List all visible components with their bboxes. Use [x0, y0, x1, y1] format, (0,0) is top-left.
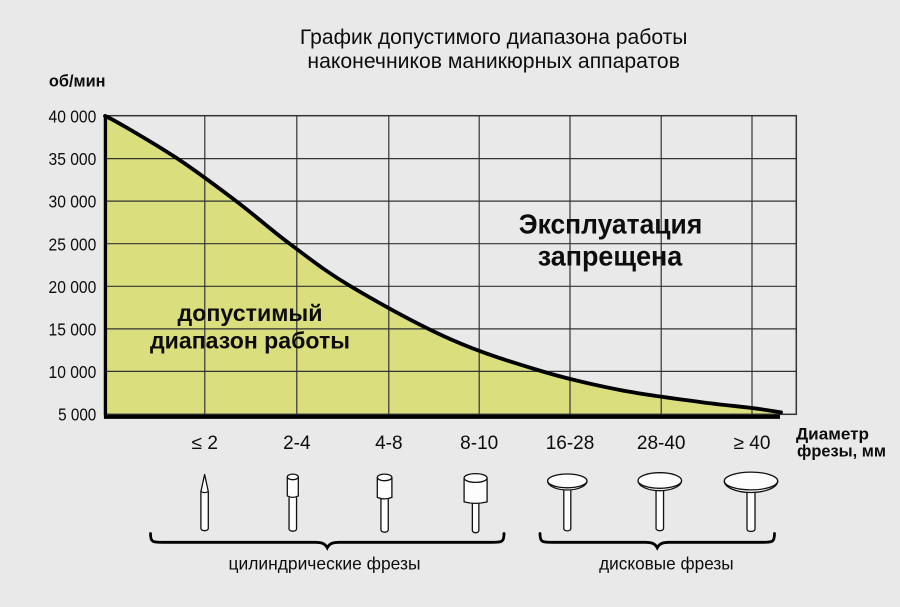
svg-text:8-10: 8-10 — [460, 433, 498, 454]
svg-text:5 000: 5 000 — [58, 405, 96, 425]
svg-text:10 000: 10 000 — [49, 362, 97, 382]
svg-text:дисковые фрезы: дисковые фрезы — [599, 554, 734, 574]
svg-text:допустимый: допустимый — [178, 300, 323, 326]
svg-text:35 000: 35 000 — [49, 149, 97, 169]
svg-text:4-8: 4-8 — [375, 433, 402, 454]
svg-text:16-28: 16-28 — [546, 433, 595, 454]
svg-text:25 000: 25 000 — [49, 234, 97, 254]
svg-text:15 000: 15 000 — [49, 319, 97, 339]
svg-text:диапазон работы: диапазон работы — [150, 328, 350, 354]
svg-text:цилиндрические фрезы: цилиндрические фрезы — [229, 554, 421, 574]
svg-text:Диаметр: Диаметр — [796, 425, 869, 444]
svg-text:Эксплуатация: Эксплуатация — [519, 209, 703, 240]
svg-text:30 000: 30 000 — [49, 192, 97, 212]
svg-text:40 000: 40 000 — [49, 107, 97, 127]
svg-text:≥ 40: ≥ 40 — [734, 433, 771, 454]
svg-text:фрезы, мм: фрезы, мм — [797, 442, 886, 461]
svg-text:График допустимого диапазона р: График допустимого диапазона работы — [300, 26, 688, 49]
svg-text:2-4: 2-4 — [283, 433, 311, 454]
svg-text:запрещена: запрещена — [538, 241, 683, 272]
svg-text:наконечников маникюрных аппара: наконечников маникюрных аппаратов — [307, 50, 680, 73]
svg-text:≤ 2: ≤ 2 — [192, 433, 218, 454]
svg-text:28-40: 28-40 — [637, 433, 686, 454]
svg-text:об/мин: об/мин — [49, 72, 106, 91]
svg-text:20 000: 20 000 — [49, 277, 97, 297]
